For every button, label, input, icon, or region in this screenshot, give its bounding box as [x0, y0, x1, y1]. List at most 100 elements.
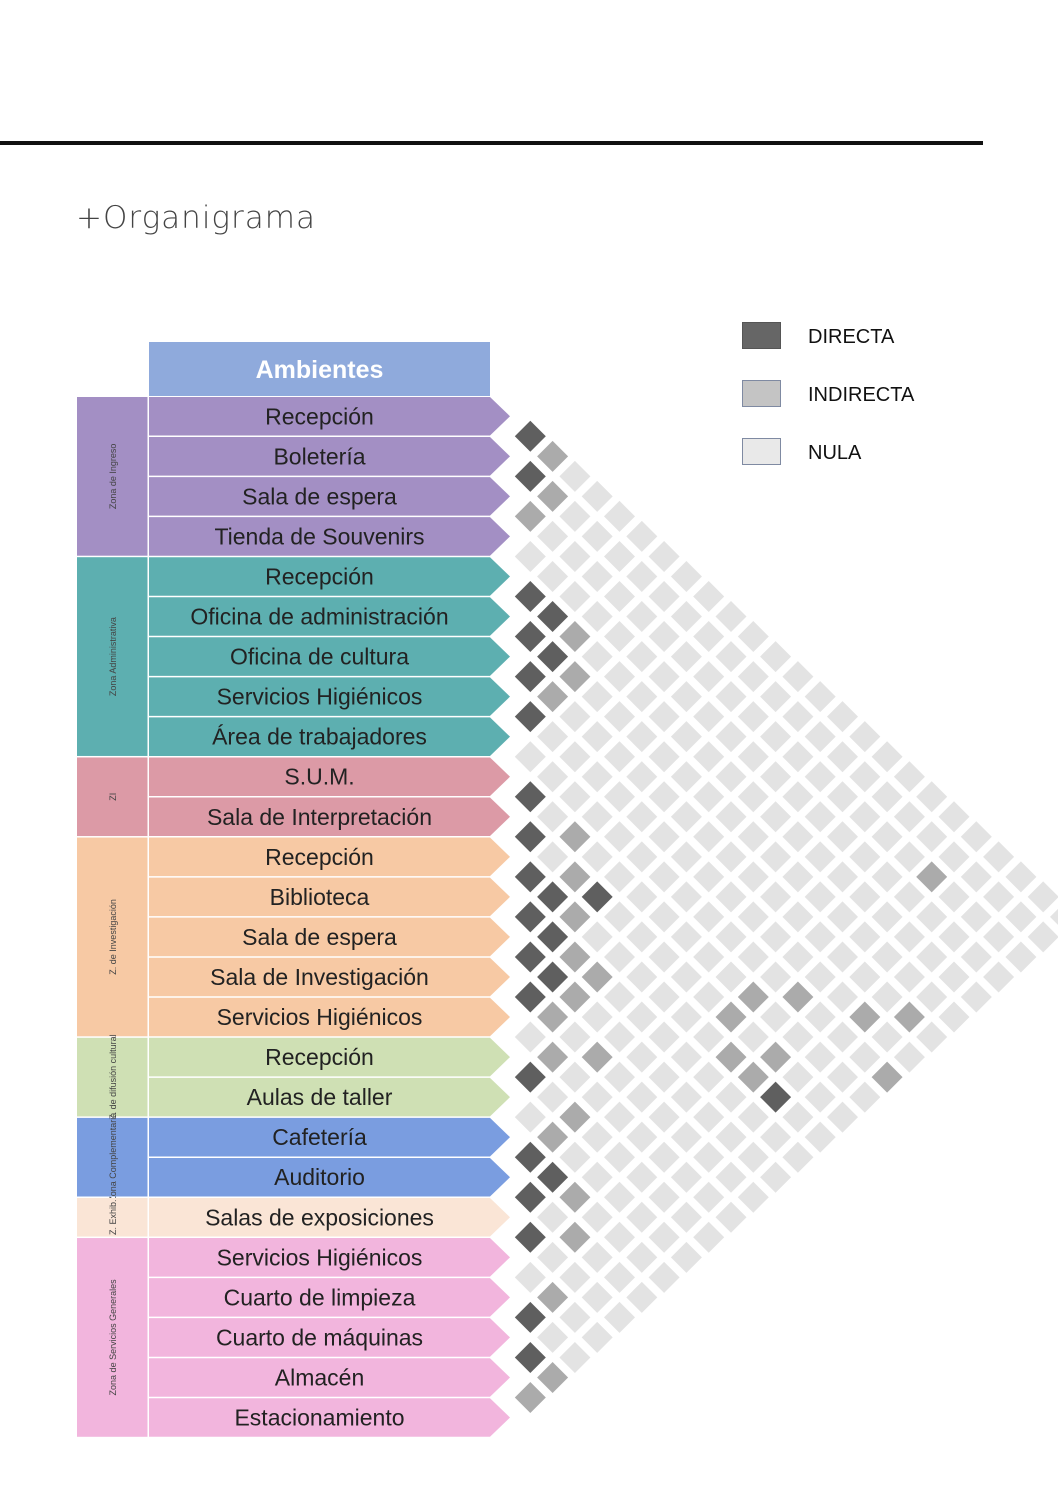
legend-swatch-directa: [742, 322, 781, 349]
relation-cell-nula: [581, 681, 613, 713]
relation-cell-nula: [693, 861, 725, 893]
relation-cell-nula: [938, 881, 970, 913]
relation-cell-nula: [581, 1241, 613, 1273]
ambiente-row: [149, 437, 510, 476]
relation-cell-nula: [871, 781, 903, 813]
relation-cell-nula: [916, 981, 948, 1013]
relation-cell-nula: [827, 701, 858, 733]
relation-cell-nula: [804, 841, 836, 873]
relation-cell-nula: [604, 661, 635, 693]
relation-cell-nula: [715, 721, 747, 753]
relation-cell-indirecta: [559, 661, 591, 693]
relation-cell-nula: [893, 921, 925, 953]
relation-cell-nula: [604, 701, 635, 733]
relation-cell-nula: [804, 801, 836, 833]
relation-cell-nula: [648, 781, 680, 813]
relation-cell-nula: [626, 1201, 658, 1233]
relation-cell-nula: [648, 1101, 680, 1133]
relation-cell-nula: [960, 981, 992, 1013]
ambiente-row: [149, 997, 510, 1037]
ambiente-row: [149, 477, 510, 516]
relation-cell-nula: [648, 661, 680, 693]
relation-cell-nula: [693, 741, 725, 773]
relation-cell-nula: [849, 881, 881, 913]
relation-cell-nula: [670, 881, 702, 913]
relation-cell-nula: [782, 1061, 814, 1093]
ambiente-row: [149, 637, 510, 676]
legend-item-directa: DIRECTA: [742, 322, 1002, 352]
ambiente-row: [149, 557, 510, 596]
relation-cell-nula: [760, 801, 792, 833]
relation-cell-nula: [559, 460, 591, 492]
relation-cell-indirecta: [737, 981, 769, 1013]
zone-label: Zona Complementaria: [108, 1113, 118, 1202]
relation-cell-nula: [626, 1241, 658, 1273]
relation-cell-directa: [537, 881, 569, 913]
relation-cell-nula: [581, 921, 613, 953]
relation-cell-nula: [715, 841, 747, 873]
relation-cell-directa: [537, 961, 569, 993]
relation-cell-nula: [737, 1141, 769, 1173]
relation-cell-indirecta: [514, 1382, 546, 1413]
relation-cell-nula: [737, 1021, 769, 1053]
relation-cell-nula: [693, 661, 725, 693]
relation-cell-nula: [626, 881, 658, 913]
relation-cell-nula: [960, 861, 992, 893]
ambiente-row: [149, 917, 510, 957]
zone-cell: [77, 757, 148, 837]
relation-cell-nula: [648, 581, 680, 612]
relation-cell-indirecta: [760, 1041, 792, 1073]
relation-cell-indirecta: [559, 941, 591, 973]
relation-cell-nula: [537, 1201, 569, 1233]
relation-cell-nula: [604, 621, 635, 653]
relation-cell-nula: [737, 781, 769, 813]
relation-cell-nula: [760, 761, 792, 793]
relation-cell-nula: [916, 781, 948, 813]
relation-cell-nula: [559, 500, 591, 532]
relation-cell-nula: [782, 901, 814, 933]
relation-cell-nula: [559, 581, 591, 612]
relation-cell-indirecta: [581, 1041, 613, 1073]
relation-cell-nula: [760, 841, 792, 873]
relation-cell-nula: [1005, 861, 1037, 893]
legend-label-directa: DIRECTA: [808, 326, 895, 348]
zone-label: Z. Exhib.: [108, 1200, 118, 1236]
relation-cell-directa: [514, 701, 546, 733]
relation-cell-nula: [737, 701, 769, 733]
relation-cell-nula: [849, 761, 881, 793]
relation-cell-nula: [782, 1101, 814, 1133]
relation-cell-directa: [514, 821, 546, 853]
relation-cell-indirecta: [559, 821, 591, 853]
relation-cell-nula: [604, 1061, 635, 1093]
relation-cell-nula: [537, 560, 569, 592]
ambiente-label: Sala de espera: [242, 924, 397, 950]
ambiente-label: Salas de exposiciones: [205, 1204, 434, 1230]
relation-cell-nula: [604, 981, 635, 1013]
relation-cell-nula: [559, 1301, 591, 1333]
ambiente-row: [149, 957, 510, 997]
relation-cell-indirecta: [715, 1041, 747, 1073]
relation-cell-nula: [827, 741, 858, 773]
relation-cell-nula: [693, 1221, 725, 1253]
relation-cell-nula: [537, 520, 569, 552]
ambiente-label: Cafetería: [272, 1124, 367, 1150]
relation-cell-nula: [849, 961, 881, 993]
legend-swatch-indirecta: [742, 380, 781, 407]
relation-cell-nula: [893, 841, 925, 873]
relation-cell-nula: [916, 1021, 948, 1053]
ambiente-row: [149, 1198, 510, 1237]
relation-cell-nula: [871, 981, 903, 1013]
relation-cell-nula: [581, 520, 613, 552]
relation-cell-nula: [514, 741, 546, 773]
relation-cell-nula: [715, 681, 747, 713]
relation-cell-nula: [1050, 908, 1058, 925]
ambiente-label: Área de trabajadores: [212, 724, 427, 750]
relation-cell-directa: [537, 921, 569, 953]
relation-cell-nula: [983, 961, 1015, 993]
zone-cell: [77, 1117, 148, 1197]
relation-cell-nula: [604, 1101, 635, 1133]
relation-cell-nula: [581, 641, 613, 673]
ambiente-label: Recepción: [265, 844, 374, 870]
legend-item-indirecta: INDIRECTA: [742, 380, 1002, 410]
relation-cell-nula: [648, 701, 680, 733]
